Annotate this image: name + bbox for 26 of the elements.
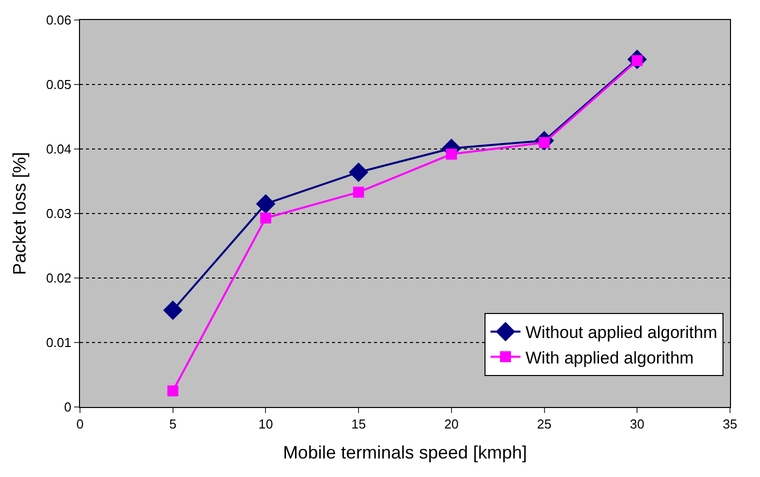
- x-tick-label: 0: [76, 416, 84, 432]
- x-tick-label: 25: [537, 416, 552, 432]
- x-tick-label: 15: [351, 416, 366, 432]
- point: [348, 162, 368, 182]
- point: [353, 186, 364, 198]
- point: [163, 300, 183, 320]
- y-tick-label: 0: [64, 400, 72, 415]
- point: [260, 212, 272, 224]
- y-tick-label: 0.02: [46, 270, 72, 286]
- point: [256, 194, 276, 214]
- x-tick-label: 20: [444, 416, 459, 432]
- y-tick-label: 0.05: [46, 77, 72, 92]
- x-tick-label: 30: [630, 416, 644, 432]
- y-tick-label: 0.06: [46, 12, 72, 28]
- y-tick-label: 0.03: [46, 206, 72, 222]
- y-axis-title: Packet loss [%]: [9, 152, 30, 276]
- x-tick-label: 35: [722, 416, 738, 432]
- point: [167, 385, 178, 396]
- x-tick-label: 10: [258, 416, 273, 432]
- x-tick-label: 5: [169, 416, 176, 432]
- legend-label: Without applied algorithm: [526, 323, 718, 342]
- x-axis-title: Mobile terminals speed [kmph]: [282, 442, 528, 463]
- y-tick-label: 0.01: [46, 335, 72, 350]
- legend-label: With applied algorithm: [526, 348, 694, 368]
- point: [446, 148, 457, 160]
- y-tick-label: 0.04: [46, 142, 72, 157]
